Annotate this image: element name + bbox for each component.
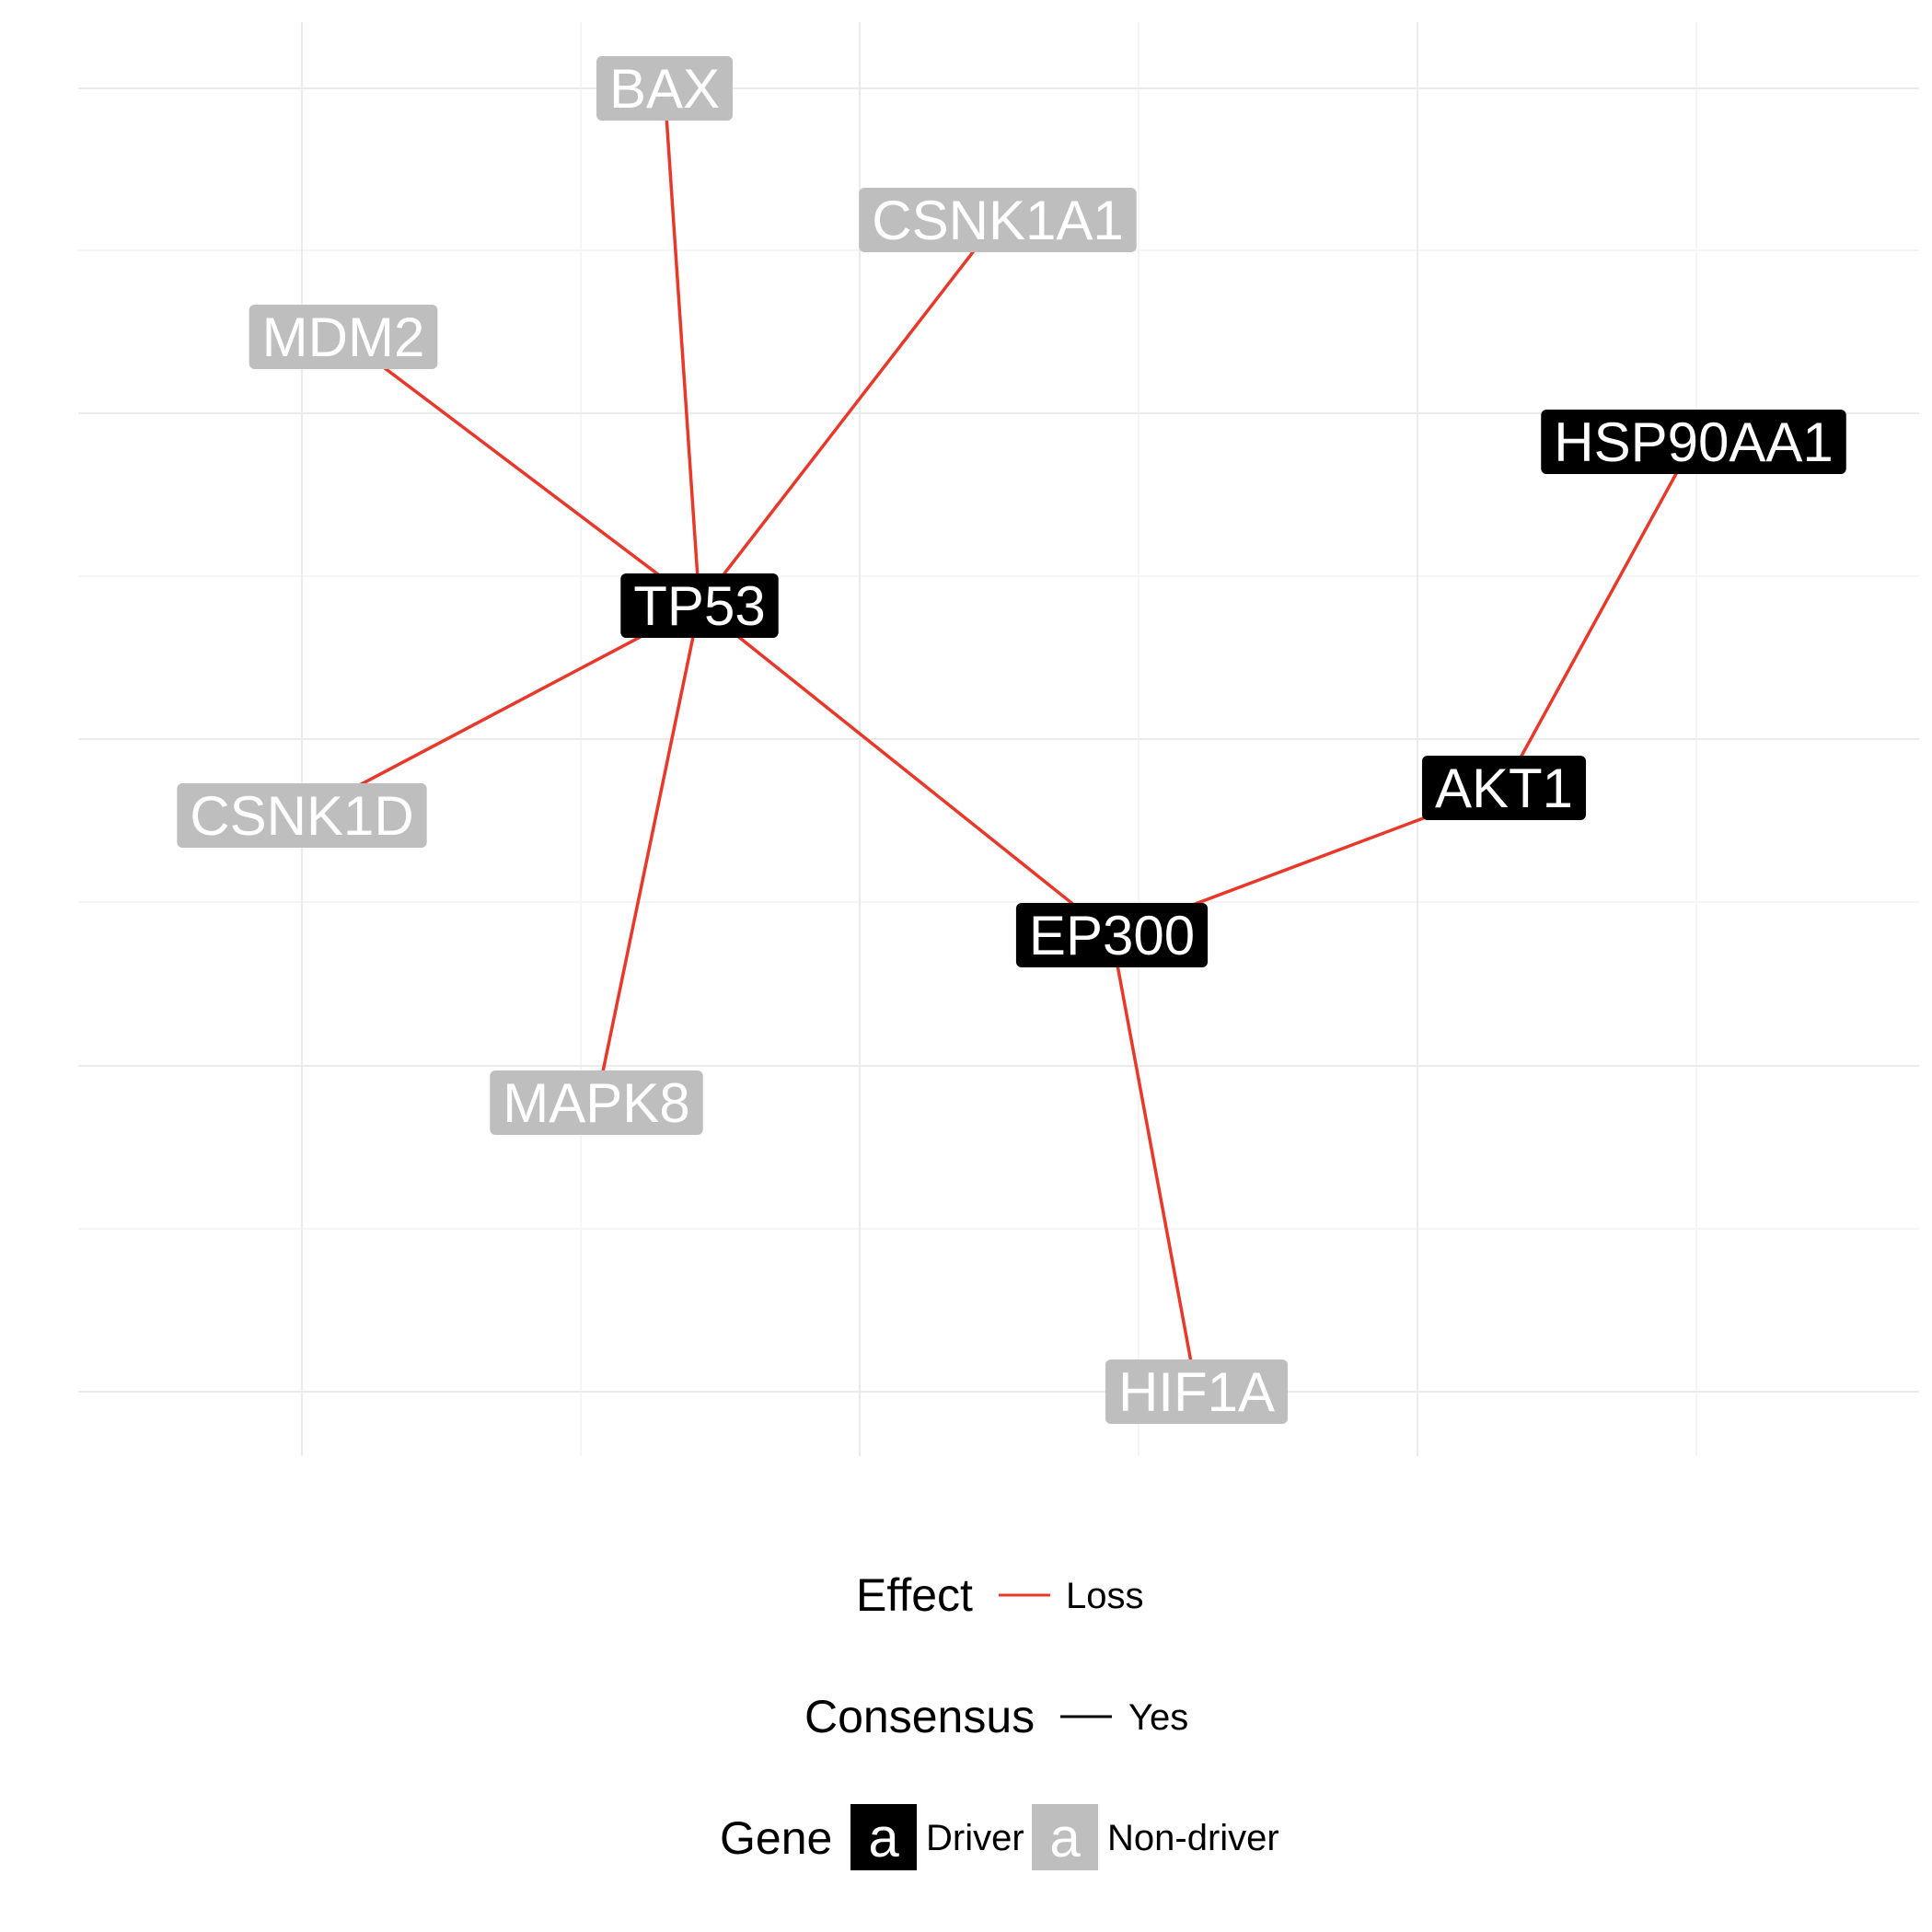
edge-akt1-hsp90aa1: [1502, 441, 1695, 789]
node-box: [1421, 756, 1587, 820]
node-mapk8: MAPK8: [490, 1070, 703, 1135]
node-box: [1015, 903, 1209, 967]
edge-tp53-mapk8: [595, 605, 701, 1104]
node-label: CSNK1D: [190, 785, 413, 847]
node-box: [620, 573, 779, 638]
node-mdm2: MDM2: [249, 305, 438, 369]
node-box: [177, 783, 427, 848]
node-label: MDM2: [262, 307, 425, 368]
edge-ep300-hif1a: [1110, 934, 1198, 1393]
node-csnk1a1: CSNK1A1: [859, 188, 1137, 252]
edge-tp53-bax: [663, 87, 701, 607]
legend-driver-glyph: a: [868, 1807, 899, 1868]
edge-tp53-csnk1d: [301, 604, 700, 817]
node-label: AKT1: [1435, 758, 1573, 819]
node-hsp90aa1: HSP90AA1: [1541, 410, 1846, 474]
node-label: MAPK8: [503, 1072, 689, 1134]
node-label: BAX: [609, 58, 720, 120]
node-bax: BAX: [596, 56, 734, 121]
node-label: TP53: [633, 575, 765, 637]
legend-driver-label: Driver: [926, 1818, 1024, 1858]
node-label: HIF1A: [1118, 1361, 1275, 1423]
node-box: [249, 305, 438, 369]
node-label: HSP90AA1: [1554, 411, 1834, 473]
legend: Effect Loss Consensus Yes Gene a Driver …: [720, 1569, 1279, 1870]
node-csnk1d: CSNK1D: [177, 783, 427, 848]
legend-non-driver-glyph: a: [1049, 1807, 1081, 1868]
legend-consensus-title: Consensus: [804, 1691, 1035, 1742]
legend-driver-key: [850, 1804, 917, 1870]
node-box: [1105, 1359, 1289, 1424]
node-box: [596, 56, 734, 121]
node-label: CSNK1A1: [872, 190, 1123, 251]
node-label: EP300: [1029, 905, 1195, 966]
node-ep300: EP300: [1015, 903, 1209, 967]
panel-grid: [78, 22, 1919, 1456]
legend-effect-title: Effect: [856, 1569, 973, 1621]
legend-effect-label: Loss: [1066, 1576, 1144, 1616]
legend-consensus-label: Yes: [1128, 1697, 1188, 1738]
legend-non-driver-label: Non-driver: [1107, 1818, 1279, 1858]
node-hif1a: HIF1A: [1105, 1359, 1289, 1424]
legend-gene-title: Gene: [720, 1812, 832, 1864]
node-box: [490, 1070, 703, 1135]
node-box: [1541, 410, 1846, 474]
edge-tp53-ep300: [698, 604, 1114, 937]
edge-tp53-csnk1a1: [698, 218, 1000, 607]
node-box: [859, 188, 1137, 252]
node-layer: BAX CSNK1A1 MDM2 HSP90AA1 TP53 AKT1 CSNK1D EP30…: [177, 56, 1846, 1424]
legend-non-driver-key: [1032, 1804, 1098, 1870]
edge-tp53-mdm2: [341, 335, 701, 607]
node-akt1: AKT1: [1421, 756, 1587, 820]
node-tp53: TP53: [620, 573, 779, 638]
